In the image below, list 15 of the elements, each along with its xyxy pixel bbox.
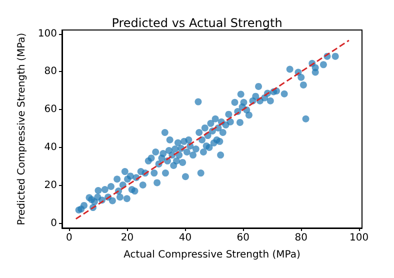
y-tick-label: 40 bbox=[44, 142, 57, 153]
x-tick-label: 20 bbox=[120, 232, 134, 244]
y-tick-label: 20 bbox=[44, 180, 57, 191]
x-axis-title: Actual Compressive Strength (MPa) bbox=[124, 250, 300, 260]
y-tick-label: 60 bbox=[44, 104, 57, 116]
y-tick-label: 0 bbox=[50, 218, 57, 229]
y-tick-label: 80 bbox=[44, 66, 57, 78]
x-tick-label: 0 bbox=[66, 232, 72, 244]
y-tick-label: 100 bbox=[38, 28, 57, 40]
chart-title: Predicted vs Actual Strength bbox=[112, 16, 282, 30]
x-tick-label: 80 bbox=[294, 232, 308, 244]
y-axis-title: Predicted Compressive Strength (MPa) bbox=[16, 32, 28, 226]
x-tick-label: 60 bbox=[236, 232, 250, 244]
x-tick-label: 40 bbox=[178, 232, 192, 244]
x-tick-label: 100 bbox=[350, 232, 369, 244]
